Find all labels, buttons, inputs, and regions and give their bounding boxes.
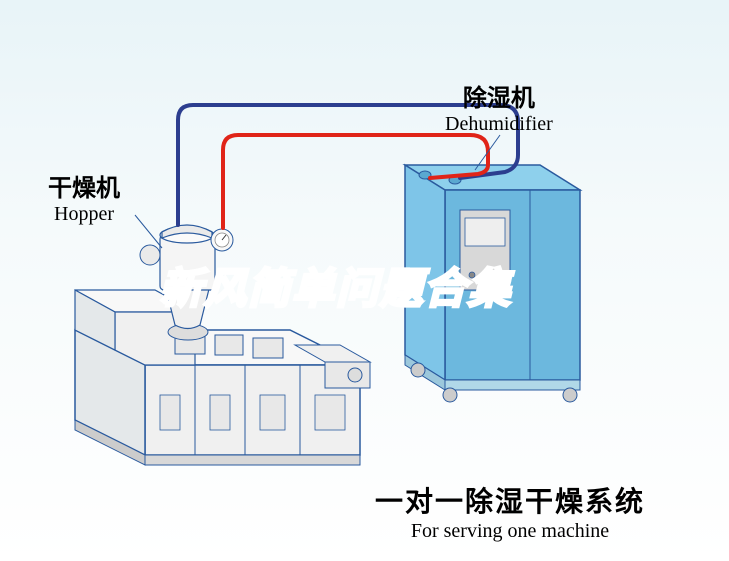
hopper-label-cn: 干燥机 (48, 168, 120, 203)
system-title-cn: 一对一除湿干燥系统 (375, 480, 645, 520)
system-title: 一对一除湿干燥系统 For serving one machine (375, 480, 645, 543)
extruder-base (75, 290, 370, 465)
dehumidifier-label-en: Dehumidifier (445, 113, 553, 136)
dehumidifier-label: 除湿机 Dehumidifier (445, 78, 553, 136)
system-title-en: For serving one machine (375, 520, 645, 543)
hopper-label-en: Hopper (48, 203, 120, 226)
dehumidifier-label-cn: 除湿机 (445, 78, 553, 113)
hopper-label: 干燥机 Hopper (48, 168, 120, 226)
watermark-overlay: 新风简单问题合集 (160, 255, 512, 316)
